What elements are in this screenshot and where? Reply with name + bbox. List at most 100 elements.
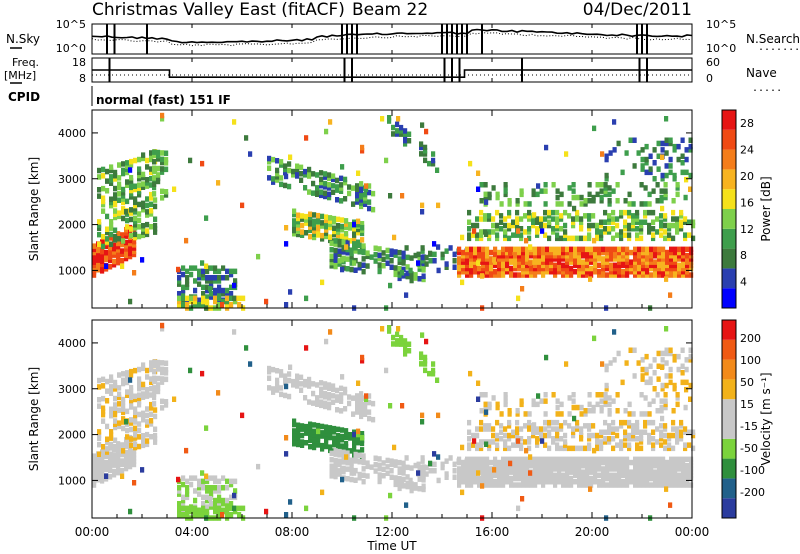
- power-cell: [623, 198, 628, 204]
- velocity-cell: [101, 376, 106, 383]
- velocity-cell: [323, 394, 328, 400]
- power-cell: [381, 250, 386, 256]
- velocity-cell: [683, 442, 688, 448]
- velocity-cell: [597, 479, 602, 485]
- power-cell: [244, 135, 249, 141]
- power-cell: [672, 172, 677, 179]
- power-cell: [531, 222, 536, 229]
- power-cell: [353, 267, 358, 273]
- power-cell: [604, 172, 609, 179]
- power-cell: [125, 198, 130, 205]
- velocity-cell: [109, 432, 114, 438]
- power-cell: [637, 256, 642, 262]
- velocity-cell: [577, 469, 582, 475]
- power-cell: [497, 253, 502, 259]
- power-cell: [185, 268, 190, 275]
- power-cell: [352, 229, 357, 235]
- velocity-cell: [684, 386, 689, 393]
- power-cell: [352, 226, 357, 232]
- velocity-cell: [333, 473, 338, 480]
- power-cell: [403, 128, 408, 134]
- velocity-cell: [340, 476, 345, 483]
- power-cell: [197, 271, 202, 278]
- velocity-cell: [288, 499, 293, 505]
- power-cell: [225, 268, 230, 275]
- velocity-cell: [541, 475, 546, 482]
- power-cell: [525, 256, 530, 262]
- power-cell: [573, 246, 578, 253]
- velocity-cell: [359, 410, 364, 416]
- velocity-cell: [633, 463, 638, 469]
- velocity-cell: [597, 482, 602, 488]
- velocity-cell: [565, 482, 570, 488]
- velocity-cell: [587, 426, 592, 432]
- power-cell: [324, 224, 329, 230]
- power-cell: [661, 249, 666, 256]
- power-cell: [593, 246, 598, 253]
- power-cell: [423, 157, 428, 164]
- velocity-cell: [617, 482, 622, 488]
- velocity-cell: [129, 397, 134, 404]
- power-cell: [156, 153, 161, 159]
- power-cell: [355, 192, 360, 199]
- velocity-cell: [639, 392, 644, 398]
- velocity-cell: [597, 466, 602, 472]
- velocity-cell: [483, 423, 488, 429]
- velocity-cell: [109, 429, 114, 435]
- power-cell: [649, 272, 654, 278]
- velocity-cell: [128, 457, 133, 463]
- velocity-cell: [323, 400, 328, 406]
- velocity-cell: [595, 439, 600, 445]
- power-cell: [509, 272, 514, 278]
- velocity-cell: [440, 461, 445, 468]
- power-cell: [205, 278, 210, 284]
- power-cell: [515, 222, 520, 229]
- velocity-cell: [644, 370, 649, 376]
- velocity-cell: [633, 479, 638, 485]
- power-cell: [505, 269, 510, 275]
- velocity-cell: [675, 426, 680, 432]
- velocity-cell: [117, 372, 122, 378]
- velocity-cell: [177, 501, 182, 507]
- velocity-cell: [319, 393, 324, 399]
- power-cell: [571, 216, 576, 222]
- power-cell: [312, 228, 317, 234]
- velocity-cell: [108, 461, 113, 467]
- velocity-cell: [129, 388, 134, 394]
- power-colorbar-segment: [722, 129, 736, 150]
- power-cell: [525, 246, 530, 253]
- power-cell: [575, 209, 580, 216]
- velocity-cell: [604, 366, 609, 373]
- power-cell: [319, 189, 324, 195]
- velocity-cell: [348, 432, 353, 438]
- power-cell: [619, 213, 624, 219]
- power-cell: [675, 185, 680, 191]
- velocity-cell: [97, 377, 102, 384]
- velocity-cell: [621, 469, 626, 475]
- power-cell: [185, 278, 190, 284]
- power-cell: [517, 249, 522, 256]
- power-cell: [399, 131, 404, 137]
- velocity-cell: [419, 354, 424, 361]
- power-cell: [473, 249, 478, 256]
- power-cell: [683, 219, 688, 225]
- power-cell: [345, 266, 350, 272]
- velocity-cell: [491, 432, 496, 439]
- power-cell: [645, 269, 650, 275]
- velocity-cell: [100, 465, 105, 471]
- velocity-cell: [595, 436, 600, 442]
- power-cell: [381, 263, 386, 269]
- power-cell: [547, 213, 552, 219]
- velocity-cell: [649, 482, 654, 488]
- power-cell: [113, 214, 118, 221]
- power-cell: [472, 228, 477, 234]
- velocity-cell: [571, 398, 576, 404]
- power-cell: [585, 249, 590, 256]
- power-cell: [401, 250, 406, 257]
- power-cell: [124, 252, 129, 259]
- velocity-cell: [291, 382, 296, 388]
- velocity-cell: [613, 466, 618, 472]
- velocity-cell: [461, 463, 466, 469]
- power-cell: [681, 265, 686, 272]
- power-cell: [209, 281, 214, 287]
